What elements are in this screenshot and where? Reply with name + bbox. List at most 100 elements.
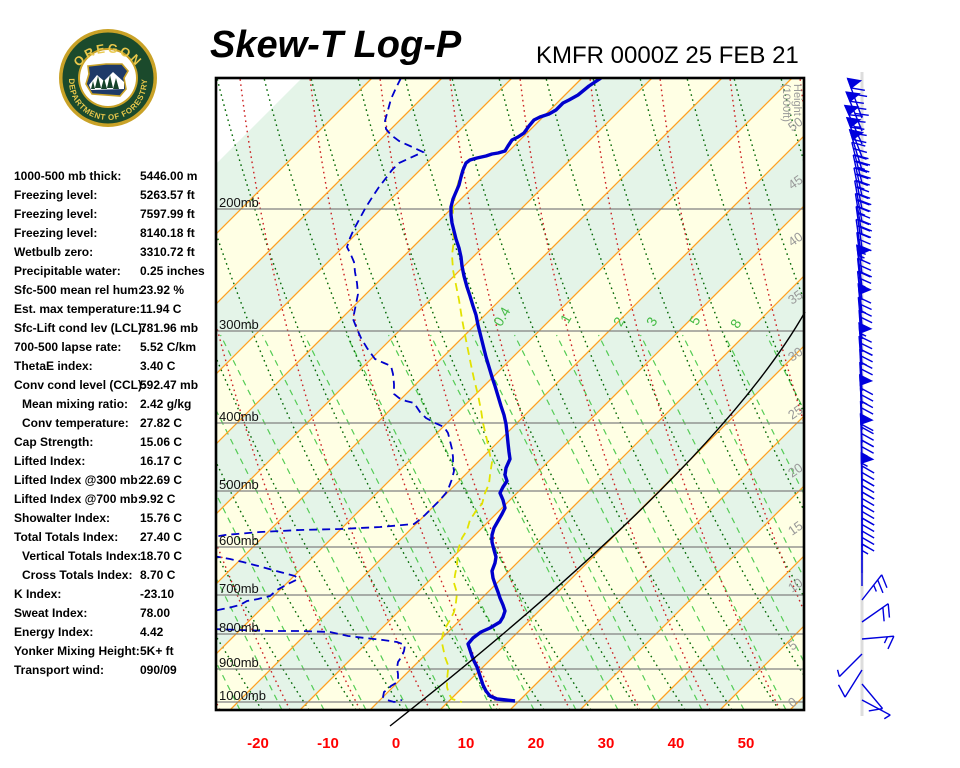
index-label: Freezing level: [14, 207, 98, 221]
index-row: Yonker Mixing Height: 5K+ ft [14, 642, 214, 661]
plot-border [214, 76, 806, 712]
pressure-label: 500mb [219, 477, 259, 492]
pressure-label: 400mb [219, 409, 259, 424]
pressure-label: 600mb [219, 533, 259, 548]
index-value: 11.94 C [140, 302, 182, 316]
index-value: 78.00 [140, 606, 171, 620]
plot-area [216, 78, 804, 710]
index-row: Sfc-Lift cond lev (LCL): 781.96 mb [14, 319, 214, 338]
index-label: Freezing level: [14, 226, 98, 240]
index-label: Conv temperature: [22, 416, 129, 430]
index-label: Est. max temperature: [14, 302, 141, 316]
index-row: 1000-500 mb thick: 5446.00 m [14, 167, 214, 186]
index-row: Cap Strength: 15.06 C [14, 433, 214, 452]
index-value: -23.10 [140, 587, 175, 601]
dewpoint-trace [216, 628, 407, 703]
height-tick-label: 40 [785, 229, 805, 250]
index-value: 8.70 C [140, 568, 176, 582]
index-value: 5K+ ft [140, 644, 174, 658]
moist-adiabats [216, 78, 804, 710]
temp-tick-label: -10 [317, 735, 339, 752]
station-datetime: KMFR 0000Z 25 FEB 21 [536, 42, 799, 69]
index-label: Transport wind: [14, 663, 104, 677]
odf-logo: OREGON DEPARTMENT OF FORESTRY [59, 29, 157, 127]
index-label: Lifted Index: [14, 454, 86, 468]
index-row: 700-500 lapse rate: 5.52 C/km [14, 338, 214, 357]
index-value: 090/09 [140, 663, 177, 677]
pressure-label: 1000mb [219, 688, 266, 703]
wind-barbs [836, 77, 895, 720]
pressure-label: 200mb [219, 195, 259, 210]
index-value: 7597.99 ft [140, 207, 195, 221]
pressure-lines [216, 208, 804, 703]
index-value: 23.92 % [140, 283, 185, 297]
index-label: Lifted Index @700 mb: [14, 492, 142, 506]
index-row: K Index: -23.10 [14, 585, 214, 604]
height-tick-label: 20 [785, 460, 805, 481]
height-tick-label: 35 [785, 287, 805, 308]
index-label: ThetaE index: [14, 359, 93, 373]
index-label: Total Totals Index: [14, 530, 119, 544]
index-row: Lifted Index: 16.17 C [14, 452, 214, 471]
index-value: 15.06 C [140, 435, 183, 449]
index-label: Showalter Index: [14, 511, 111, 525]
temperature-trace [449, 78, 602, 703]
height-tick-label: 50 [785, 114, 805, 135]
index-value: 4.42 [140, 625, 164, 639]
index-row: Lifted Index @300 mb: 22.69 C [14, 471, 214, 490]
height-tick-label: 30 [785, 344, 805, 365]
indices-panel: 1000-500 mb thick: 5446.00 m Freezing leve… [14, 167, 214, 680]
index-value: 2.42 g/kg [140, 397, 192, 411]
index-row: Vertical Totals Index: 18.70 C [14, 547, 214, 566]
temp-tick-label: 40 [668, 735, 685, 752]
temp-tick-label: 30 [598, 735, 615, 752]
index-label: Conv cond level (CCL): [14, 378, 147, 392]
temp-tick-label: 20 [528, 735, 545, 752]
temp-tick-label: -20 [247, 735, 269, 752]
index-value: 22.69 C [140, 473, 183, 487]
height-tick-label: 45 [785, 172, 805, 193]
index-label: Precipitable water: [14, 264, 121, 278]
index-row: Wetbulb zero: 3310.72 ft [14, 243, 214, 262]
wetbulb-trace [441, 167, 493, 703]
logo-state-emblem [85, 63, 129, 97]
index-row: Lifted Index @700 mb: 9.92 C [14, 490, 214, 509]
index-label: Sfc-Lift cond lev (LCL): [14, 321, 146, 335]
temp-tick-label: 0 [392, 735, 400, 752]
index-value: 0.25 inches [140, 264, 205, 278]
dewpoint-trace [216, 555, 300, 612]
pressure-label: 300mb [219, 317, 259, 332]
mixing-ratio-lines [216, 334, 804, 710]
index-value: 3.40 C [140, 359, 176, 373]
height-axis-title: Height [791, 84, 803, 116]
index-label: Energy Index: [14, 625, 94, 639]
index-label: Wetbulb zero: [14, 245, 94, 259]
pressure-label: 800mb [219, 620, 259, 635]
index-value: 5263.57 ft [140, 188, 195, 202]
index-value: 3310.72 ft [140, 245, 195, 259]
temp-axis-labels: -20 -10 0 10 20 30 40 50 [247, 735, 754, 752]
index-row: Energy Index: 4.42 [14, 623, 214, 642]
index-value: 16.17 C [140, 454, 183, 468]
page-title: Skew-T Log-P [210, 24, 462, 66]
height-tick-label: 10 [785, 575, 805, 596]
index-row: Mean mixing ratio: 2.42 g/kg [14, 395, 214, 414]
index-value: 9.92 C [140, 492, 176, 506]
index-label: K Index: [14, 587, 62, 601]
height-axis-unit: (1000ft) [780, 84, 792, 122]
index-label: Freezing level: [14, 188, 98, 202]
index-row: Cross Totals Index: 8.70 C [14, 566, 214, 585]
index-label: Lifted Index @300 mb: [14, 473, 142, 487]
pressure-labels: 200mb 300mb 400mb 500mb 600mb 700mb 800mb 900mb… [219, 195, 266, 703]
temp-tick-label: 10 [458, 735, 475, 752]
index-row: Sweat Index: 78.00 [14, 604, 214, 623]
index-label: Sfc-500 mean rel hum: [14, 283, 143, 297]
index-label: 700-500 lapse rate: [14, 340, 122, 354]
index-label: 1000-500 mb thick: [14, 169, 122, 183]
index-row: Sfc-500 mean rel hum: 23.92 % [14, 281, 214, 300]
pressure-label: 700mb [219, 581, 259, 596]
index-value: 27.82 C [140, 416, 183, 430]
zero-isotherm-line [389, 311, 806, 727]
